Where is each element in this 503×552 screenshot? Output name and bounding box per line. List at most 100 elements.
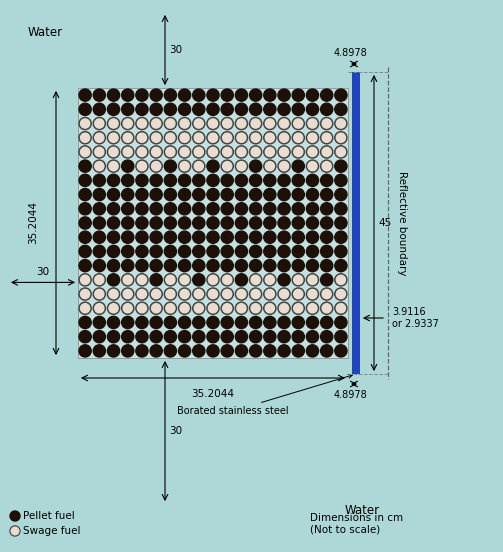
- Circle shape: [221, 118, 233, 130]
- Circle shape: [292, 331, 304, 343]
- Circle shape: [249, 345, 262, 357]
- Circle shape: [221, 146, 233, 158]
- Circle shape: [207, 331, 219, 343]
- Circle shape: [306, 259, 318, 272]
- Circle shape: [320, 316, 333, 328]
- Circle shape: [108, 316, 120, 328]
- Circle shape: [264, 103, 276, 115]
- Circle shape: [207, 203, 219, 215]
- Circle shape: [235, 146, 247, 158]
- Circle shape: [108, 188, 120, 201]
- Circle shape: [249, 274, 262, 286]
- Circle shape: [221, 188, 233, 201]
- Circle shape: [278, 316, 290, 328]
- Circle shape: [109, 289, 118, 299]
- Circle shape: [294, 147, 303, 157]
- Circle shape: [122, 131, 134, 144]
- Circle shape: [179, 345, 191, 357]
- Circle shape: [150, 160, 162, 172]
- Circle shape: [194, 289, 203, 299]
- Circle shape: [335, 118, 347, 130]
- Circle shape: [235, 245, 247, 258]
- Circle shape: [108, 118, 120, 130]
- Circle shape: [137, 275, 146, 284]
- Circle shape: [322, 119, 331, 128]
- Circle shape: [264, 118, 276, 130]
- Circle shape: [335, 160, 347, 172]
- Circle shape: [179, 131, 191, 144]
- Circle shape: [235, 103, 247, 115]
- Circle shape: [93, 259, 106, 272]
- Circle shape: [306, 331, 318, 343]
- Circle shape: [179, 259, 191, 272]
- Circle shape: [306, 89, 318, 101]
- Circle shape: [251, 304, 260, 313]
- Circle shape: [193, 316, 205, 328]
- Circle shape: [265, 289, 275, 299]
- Circle shape: [108, 203, 120, 215]
- Circle shape: [93, 188, 106, 201]
- Circle shape: [79, 345, 91, 357]
- Circle shape: [80, 275, 90, 284]
- Circle shape: [179, 217, 191, 229]
- Circle shape: [93, 331, 106, 343]
- Circle shape: [223, 119, 232, 128]
- Circle shape: [264, 316, 276, 328]
- Circle shape: [136, 217, 148, 229]
- Circle shape: [265, 133, 275, 142]
- Circle shape: [237, 289, 246, 299]
- Circle shape: [264, 203, 276, 215]
- Circle shape: [221, 302, 233, 315]
- Circle shape: [335, 316, 347, 328]
- Circle shape: [194, 304, 203, 313]
- Circle shape: [251, 133, 260, 142]
- Circle shape: [122, 174, 134, 187]
- Circle shape: [79, 188, 91, 201]
- Circle shape: [164, 188, 177, 201]
- Circle shape: [150, 245, 162, 258]
- Circle shape: [207, 131, 219, 144]
- Circle shape: [292, 146, 304, 158]
- Circle shape: [320, 245, 333, 258]
- Circle shape: [278, 174, 290, 187]
- Circle shape: [221, 345, 233, 357]
- Circle shape: [264, 302, 276, 315]
- Circle shape: [164, 331, 177, 343]
- Circle shape: [207, 103, 219, 115]
- Circle shape: [122, 345, 134, 357]
- Circle shape: [179, 231, 191, 243]
- Circle shape: [108, 131, 120, 144]
- Circle shape: [320, 188, 333, 201]
- Circle shape: [180, 275, 189, 284]
- Circle shape: [193, 160, 205, 172]
- Circle shape: [278, 160, 290, 172]
- Circle shape: [280, 133, 289, 142]
- Circle shape: [335, 288, 347, 300]
- Circle shape: [79, 274, 91, 286]
- Circle shape: [136, 331, 148, 343]
- Circle shape: [221, 131, 233, 144]
- Circle shape: [179, 331, 191, 343]
- Circle shape: [151, 133, 161, 142]
- Circle shape: [221, 288, 233, 300]
- Circle shape: [180, 147, 189, 157]
- Circle shape: [235, 217, 247, 229]
- Circle shape: [235, 203, 247, 215]
- Circle shape: [93, 118, 106, 130]
- Text: Swage fuel: Swage fuel: [23, 526, 80, 536]
- Circle shape: [235, 274, 247, 286]
- Circle shape: [95, 162, 104, 171]
- Circle shape: [265, 162, 275, 171]
- Circle shape: [164, 259, 177, 272]
- Circle shape: [278, 188, 290, 201]
- Circle shape: [235, 174, 247, 187]
- Circle shape: [249, 188, 262, 201]
- Circle shape: [306, 188, 318, 201]
- Circle shape: [335, 217, 347, 229]
- Bar: [352, 72, 360, 374]
- Circle shape: [335, 146, 347, 158]
- Circle shape: [223, 133, 232, 142]
- Circle shape: [109, 162, 118, 171]
- Circle shape: [136, 288, 148, 300]
- Circle shape: [108, 288, 120, 300]
